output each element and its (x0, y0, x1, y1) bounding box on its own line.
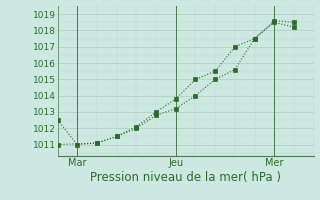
X-axis label: Pression niveau de la mer( hPa ): Pression niveau de la mer( hPa ) (90, 171, 281, 184)
